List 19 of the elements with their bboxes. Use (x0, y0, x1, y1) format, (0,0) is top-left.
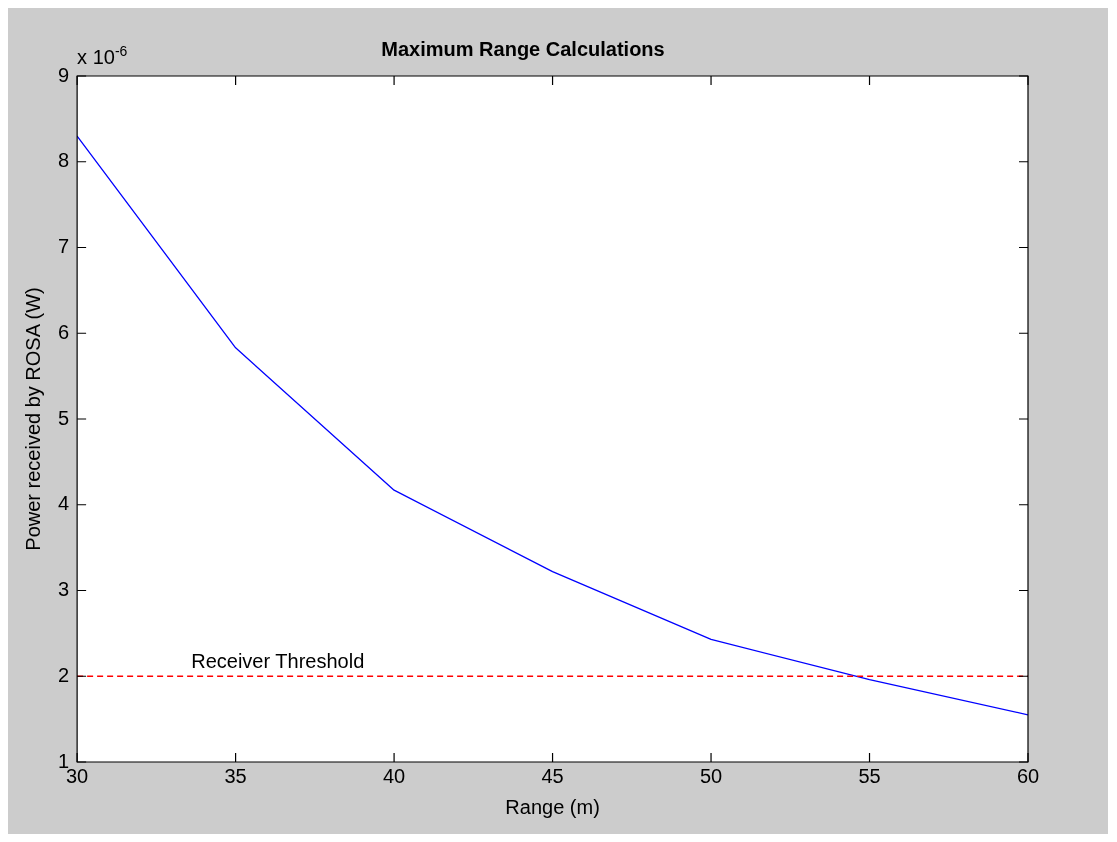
y-tick-label: 7 (58, 235, 70, 258)
x-tick-label: 60 (1016, 764, 1040, 787)
y-tick-label: 3 (58, 578, 70, 601)
x-axis-title: Range (m) (505, 795, 600, 818)
y-axis-title: Power received by ROSA (W) (21, 287, 44, 551)
y-tick-label: 2 (58, 663, 70, 686)
x-tick-label: 40 (382, 764, 406, 787)
chart-title: Maximum Range Calculations (381, 37, 665, 60)
x-tick-label: 35 (224, 764, 247, 787)
x-tick-label: 55 (858, 764, 881, 787)
ref-line-label: Receiver Threshold (191, 649, 365, 672)
y-tick-label: 8 (58, 149, 70, 172)
y-tick-label: 5 (58, 406, 70, 429)
x-tick-label: 30 (66, 764, 89, 787)
y-tick-label: 4 (58, 492, 70, 515)
y-tick-label: 9 (58, 63, 70, 86)
x-tick-label: 50 (699, 764, 723, 787)
y-tick-label: 6 (58, 320, 70, 343)
x-tick-label: 45 (541, 764, 564, 787)
